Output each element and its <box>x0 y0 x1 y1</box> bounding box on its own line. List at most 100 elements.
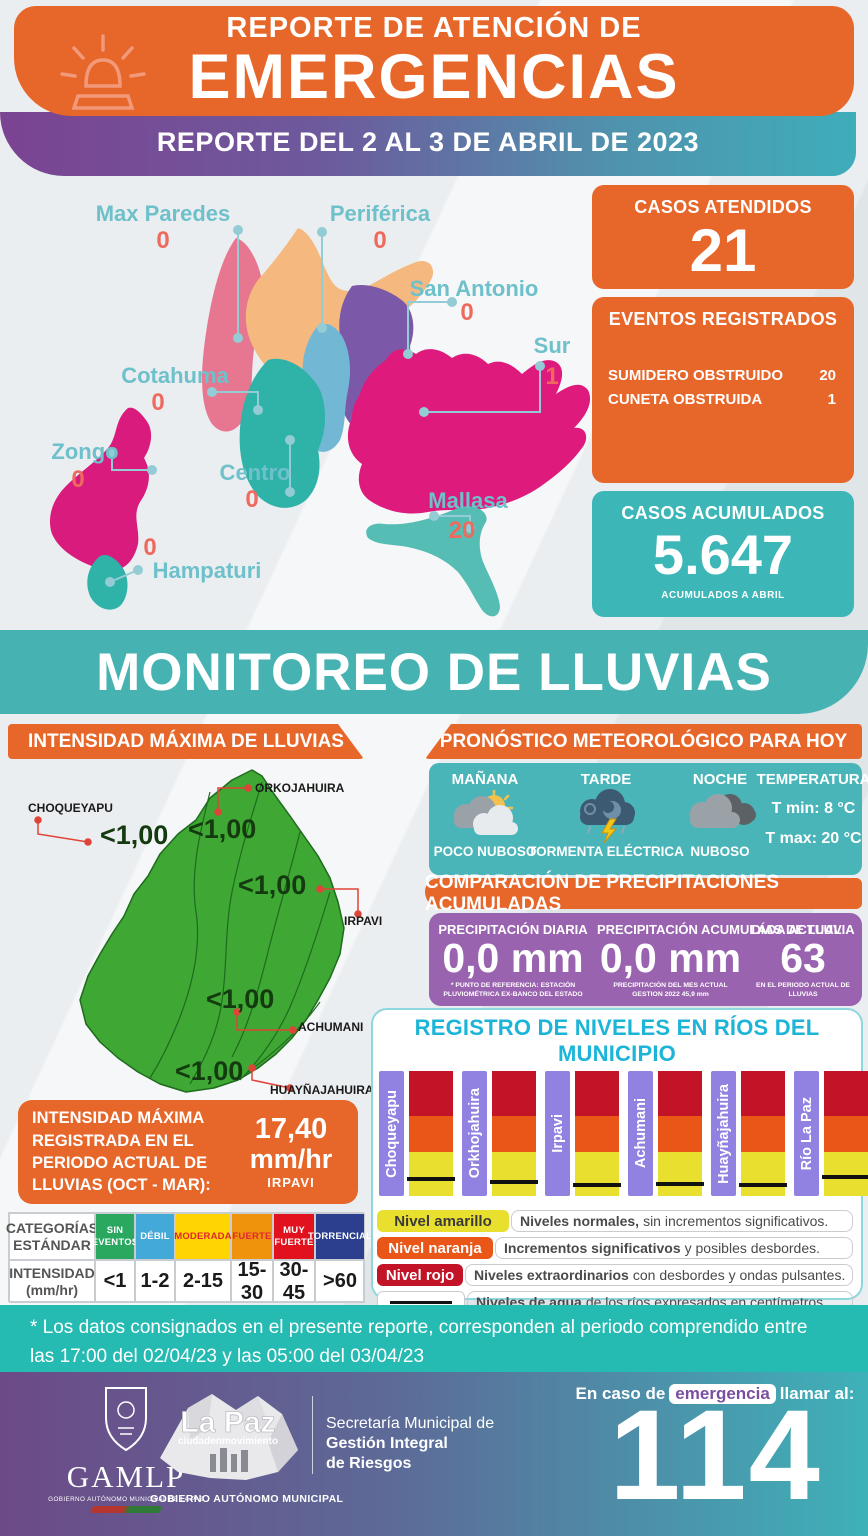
district-count-centro: 0 <box>245 486 259 513</box>
basin-value-achumani: <1,00 <box>206 984 275 1014</box>
district-label-periferica: Periférica <box>329 201 431 226</box>
river-levels-title: REGISTRO DE NIVELES EN RÍOS DEL MUNICIPI… <box>414 1015 820 1066</box>
basin-outline <box>79 769 345 1093</box>
district-count-zongo: 0 <box>71 466 85 493</box>
basin-river-lines <box>149 781 331 1085</box>
evento-value: 1 <box>827 391 836 408</box>
water-level-line <box>739 1183 787 1188</box>
river-group: Huayñajahuira <box>711 1071 787 1196</box>
range-fuerte: 15-30 <box>231 1259 273 1304</box>
district-label-san-antonio: San Antonio <box>409 276 539 301</box>
river-label: Achumani <box>628 1071 653 1196</box>
river-label: Irpavi <box>545 1071 570 1196</box>
range-torrencial: >60 <box>315 1260 365 1303</box>
water-level-line <box>407 1177 455 1181</box>
precip-diaria-title: PRECIPITACIÓN DIARIA <box>438 922 588 937</box>
emergency-number: 114 <box>609 1384 822 1527</box>
monitoreo-title: MONITOREO DE LLUVIAS <box>96 642 772 702</box>
district-count-cotahuma: 0 <box>151 389 165 416</box>
lapaz-mountain-icon: La Paz ciudadenmovimiento <box>160 1394 298 1480</box>
secretaria-label: Secretaría Municipal de Gestión Integral… <box>326 1415 495 1472</box>
precip-diaria-note: * PUNTO DE REFERENCIA: ESTACIÓN PLUVIOMÉ… <box>443 982 583 998</box>
acumulados-title: CASOS ACUMULADOS <box>621 503 825 523</box>
gamlp-emblem-icon <box>105 1387 147 1452</box>
district-label-max-paredes: Max Paredes <box>95 201 231 226</box>
basin-label-achumani: ACHUMANI <box>298 1020 364 1034</box>
basin-label-choqueyapu: CHOQUEYAPU <box>28 801 113 815</box>
district-label-hampaturi: Hampaturi <box>152 558 262 583</box>
district-shape-zongo <box>49 407 152 571</box>
basin-label-orkojahuira: ORKOJAHUIRA <box>255 781 345 795</box>
forecast-cond-noche: NUBOSO <box>690 844 750 859</box>
eventos-registrados-card: EVENTOS REGISTRADOS SUMIDERO OBSTRUIDO 2… <box>592 297 854 483</box>
district-label-zongo: Zongo <box>51 439 119 464</box>
basin-map <box>34 769 362 1093</box>
report-title-line1: REPORTE DE ATENCIÓN DE <box>226 12 642 45</box>
forecast-cond-tarde: TORMENTA ELÉCTRICA <box>528 844 684 859</box>
zone-red <box>409 1071 453 1116</box>
basin-label-irpavi: IRPAVI <box>344 914 383 928</box>
svg-text:La Paz: La Paz <box>180 1406 275 1439</box>
evento-value: 20 <box>819 367 836 384</box>
forecast-panel: MAÑANA POCO NUBOSO TARDE <box>429 763 868 875</box>
basin-value-irpavi: <1,00 <box>238 870 307 900</box>
legend-swatch-rojo: Nivel rojo <box>377 1264 463 1286</box>
basin-value-orkojahuira: <1,00 <box>188 814 257 844</box>
sun-clouds-icon <box>442 788 528 844</box>
forecast-header: PRONÓSTICO METEOROLÓGICO PARA HOY <box>425 724 862 759</box>
river-bar <box>573 1071 621 1196</box>
river-group: Choqueyapu <box>379 1071 455 1196</box>
river-levels-chart: Choqueyapu Orkhojahuira Irpavi <box>373 1067 868 1196</box>
district-count-max-paredes: 0 <box>156 227 170 254</box>
range-sin-eventos: <1 <box>95 1260 135 1303</box>
gamlp-logo: GAMLP GOBIERNO AUTÓNOMO MUNICIPAL DE LA … <box>26 1384 226 1513</box>
casos-acumulados-card: CASOS ACUMULADOS 5.647 ACUMULADOS A ABRI… <box>592 491 854 617</box>
river-label: Orkhojahuira <box>462 1071 487 1196</box>
report-date: REPORTE DEL 2 AL 3 DE ABRIL DE 2023 <box>156 126 700 157</box>
precip-acumulada-note: PRECIPITACIÓN DEL MES ACTUAL GESTION 202… <box>613 982 728 998</box>
precip-acumulada-value: 0,0 mm <box>599 935 742 981</box>
forecast-time-noche: NOCHE <box>692 771 748 788</box>
svg-text:ciudadenmovimiento: ciudadenmovimiento <box>178 1436 278 1447</box>
basin-connectors <box>34 784 362 1092</box>
siren-icon <box>60 34 146 110</box>
river-group: Irpavi <box>545 1071 621 1196</box>
legend-swatch-naranja: Nivel naranja <box>377 1237 493 1259</box>
legend-row-naranja: Nivel naranja Incrementos significativos… <box>377 1237 853 1259</box>
dias-lluvia-title: DÍAS DE LLUVIA <box>751 922 855 937</box>
intensidad-summary-card: INTENSIDAD MÁXIMA REGISTRADA EN EL PERIO… <box>18 1100 358 1204</box>
water-level-line <box>656 1182 704 1186</box>
acumulados-caption: ACUMULADOS A ABRIL <box>661 589 785 601</box>
district-shape-sur <box>347 349 591 514</box>
lapaz-caption: GOBIERNO AUTÓNOMO MUNICIPAL <box>150 1493 344 1505</box>
river-label: Río La Paz <box>794 1071 819 1196</box>
category-fuerte: FUERTE <box>231 1213 273 1260</box>
river-label: Huayñajahuira <box>711 1071 736 1196</box>
district-connectors <box>105 225 545 587</box>
forecast-temp-title: TEMPERATURA <box>756 771 868 788</box>
district-shape-mallasa <box>366 506 500 617</box>
water-level-line <box>822 1174 868 1179</box>
evento-label: SUMIDERO OBSTRUIDO <box>608 367 784 384</box>
water-level-line <box>490 1179 538 1184</box>
gamlp-ribbon <box>89 1506 163 1513</box>
gamlp-caption: GOBIERNO AUTÓNOMO MUNICIPAL DE LA PAZ <box>48 1496 204 1503</box>
precipitation-header: COMPARACIÓN DE PRECIPITACIONES ACUMULADA… <box>425 872 862 915</box>
district-label-mallasa: Mallasa <box>428 488 508 513</box>
range-muy-fuerte: 30-45 <box>273 1259 315 1304</box>
precipitation-panel: PRECIPITACIÓN DIARIA 0,0 mm * PUNTO DE R… <box>429 913 862 1006</box>
evento-row: CUNETA OBSTRUIDA 1 <box>608 388 836 412</box>
dias-lluvia-value: 63 <box>780 935 826 981</box>
gamlp-acronym: GAMLP <box>66 1459 186 1494</box>
footer-divider <box>312 1396 313 1474</box>
category-moderada: MODERADA <box>174 1213 232 1260</box>
lapaz-logo: La Paz ciudadenmovimiento GOBIERNO AUTÓN… <box>150 1380 344 1505</box>
basin-value-choqueyapu: <1,00 <box>100 820 169 850</box>
dias-lluvia-note: EN EL PERIODO ACTUAL DE LLUVIAS <box>756 982 850 998</box>
basin-label-huaynajahuira: HUAYÑAJAHUIRA <box>270 1083 374 1097</box>
clouds-icon <box>680 788 760 844</box>
district-shape-cotahuma <box>239 358 326 508</box>
evento-row: SUMIDERO OBSTRUIDO 20 <box>608 364 836 388</box>
river-label: Choqueyapu <box>379 1071 404 1196</box>
